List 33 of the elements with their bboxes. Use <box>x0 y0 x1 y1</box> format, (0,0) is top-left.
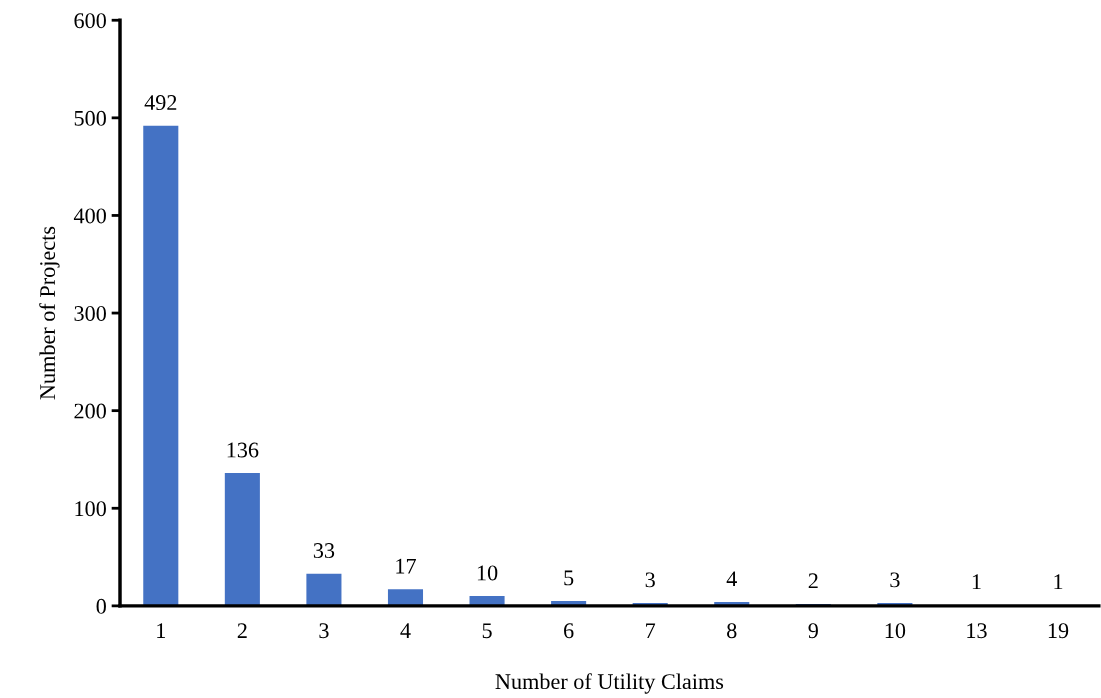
x-tick-label: 1 <box>157 623 166 638</box>
y-tick-label: 600 <box>74 13 106 29</box>
data-label: 3 <box>890 572 900 588</box>
y-tick-label: 500 <box>74 110 106 126</box>
x-tick-label: 6 <box>564 623 574 639</box>
x-tick-label: 9 <box>808 623 818 639</box>
data-label: 1 <box>1054 574 1063 590</box>
data-label: 3 <box>645 572 655 588</box>
x-tick-label: 8 <box>727 623 737 639</box>
y-tick-label: 100 <box>75 501 106 517</box>
y-axis-title: Number of Projects <box>39 226 60 400</box>
x-tick-label: 5 <box>482 623 492 639</box>
x-axis-title: Number of Utility Claims <box>495 673 724 694</box>
x-tick-label: 13 <box>967 623 987 639</box>
data-label: 17 <box>396 558 416 574</box>
data-label: 492 <box>144 95 177 111</box>
x-tick-label: 10 <box>885 623 906 639</box>
x-tick-label: 4 <box>400 623 411 638</box>
data-label: 1 <box>972 574 981 590</box>
data-label: 136 <box>227 442 259 458</box>
y-tick-label: 300 <box>74 305 106 321</box>
data-label: 4 <box>726 571 737 587</box>
y-tick-label: 0 <box>96 598 106 614</box>
y-tick-label: 400 <box>73 208 106 224</box>
data-label: 10 <box>477 565 498 581</box>
x-tick-label: 7 <box>646 623 656 638</box>
y-tick-label: 200 <box>74 403 106 419</box>
x-tick-label: 19 <box>1048 623 1069 639</box>
data-label: 5 <box>564 570 574 586</box>
x-tick-label: 3 <box>319 623 329 639</box>
data-label: 33 <box>313 543 335 559</box>
x-tick-label: 2 <box>237 623 247 638</box>
data-label: 2 <box>808 573 818 589</box>
